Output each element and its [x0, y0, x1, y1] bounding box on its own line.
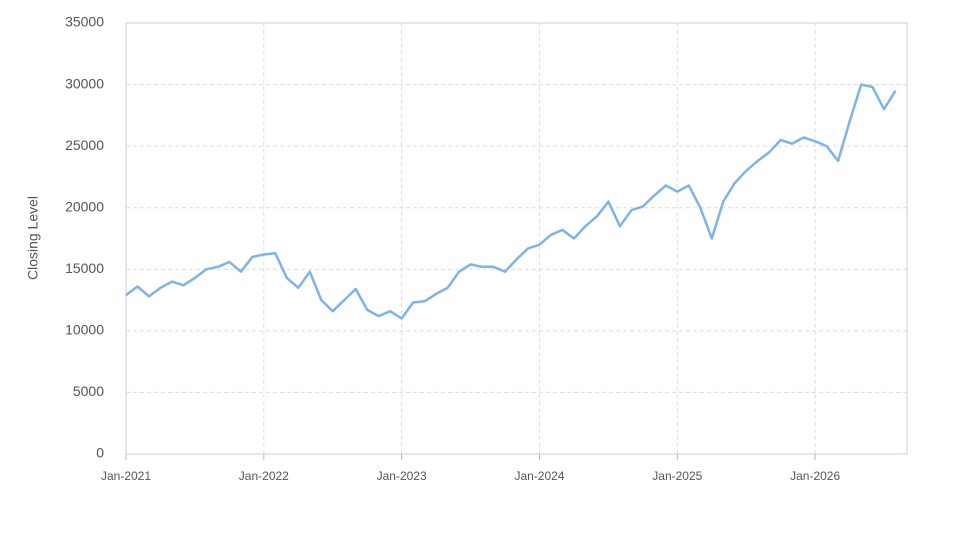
y-tick-label: 5000	[73, 383, 104, 399]
x-tick-label: Jan-2021	[101, 469, 151, 483]
y-tick-label: 20000	[65, 198, 104, 214]
y-tick-label: 15000	[65, 260, 104, 276]
x-tick-label: Jan-2022	[239, 469, 289, 483]
y-tick-label: 0	[96, 445, 104, 461]
y-tick-label: 25000	[65, 137, 104, 153]
data-line	[125, 83, 897, 320]
x-tick-label: Jan-2026	[790, 469, 840, 483]
y-axis-label: Closing Level	[25, 196, 41, 280]
x-tick-label: Jan-2025	[652, 469, 702, 483]
plot-frame	[125, 22, 908, 455]
y-tick-label: 30000	[65, 75, 104, 91]
y-tick-label: 35000	[65, 14, 104, 30]
x-tick-label: Jan-2024	[514, 469, 564, 483]
x-tick-label: Jan-2023	[377, 469, 427, 483]
y-tick-label: 10000	[65, 322, 104, 338]
